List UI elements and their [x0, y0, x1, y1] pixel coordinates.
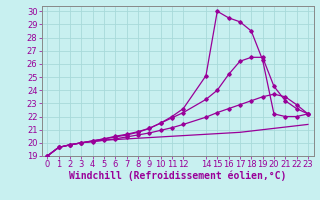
X-axis label: Windchill (Refroidissement éolien,°C): Windchill (Refroidissement éolien,°C)	[69, 171, 286, 181]
